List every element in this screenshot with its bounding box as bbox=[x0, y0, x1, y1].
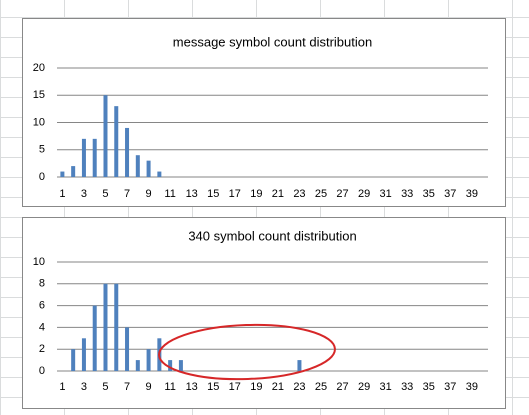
bar bbox=[297, 360, 302, 371]
y-tick-label: 0 bbox=[39, 365, 45, 377]
chart-frame bbox=[22, 18, 506, 207]
x-tick-label: 21 bbox=[272, 188, 284, 200]
x-tick-label: 33 bbox=[401, 381, 413, 393]
x-tick-label: 5 bbox=[102, 381, 108, 393]
chart-layer: message symbol count distribution0510152… bbox=[33, 34, 488, 393]
x-tick-label: 19 bbox=[250, 188, 262, 200]
x-tick-label: 1 bbox=[59, 188, 65, 200]
bar bbox=[71, 166, 76, 177]
x-tick-label: 17 bbox=[229, 381, 241, 393]
y-tick-label: 6 bbox=[39, 300, 45, 312]
chart-title: 340 symbol count distribution bbox=[188, 228, 356, 243]
bar bbox=[71, 349, 76, 371]
bar bbox=[60, 171, 65, 177]
bar bbox=[178, 360, 183, 371]
x-tick-label: 25 bbox=[315, 188, 327, 200]
bar bbox=[157, 171, 162, 177]
bar bbox=[92, 138, 97, 177]
x-tick-label: 29 bbox=[358, 188, 370, 200]
x-tick-label: 39 bbox=[466, 381, 478, 393]
bar bbox=[103, 95, 108, 177]
y-tick-label: 5 bbox=[39, 144, 45, 156]
y-tick-label: 15 bbox=[33, 89, 45, 101]
y-tick-label: 8 bbox=[39, 278, 45, 290]
x-tick-label: 23 bbox=[293, 381, 305, 393]
x-tick-label: 9 bbox=[146, 188, 152, 200]
x-tick-label: 13 bbox=[186, 188, 198, 200]
bar bbox=[92, 305, 97, 371]
x-tick-label: 9 bbox=[146, 381, 152, 393]
x-tick-label: 15 bbox=[207, 188, 219, 200]
bar bbox=[135, 155, 140, 177]
x-tick-label: 23 bbox=[293, 188, 305, 200]
bar bbox=[81, 338, 86, 371]
bar bbox=[114, 283, 119, 371]
chart-title: message symbol count distribution bbox=[173, 34, 372, 49]
x-tick-label: 5 bbox=[102, 188, 108, 200]
x-tick-label: 7 bbox=[124, 188, 130, 200]
x-tick-label: 37 bbox=[444, 381, 456, 393]
bar bbox=[114, 106, 119, 177]
x-tick-label: 27 bbox=[336, 188, 348, 200]
bar bbox=[135, 360, 140, 371]
x-tick-label: 3 bbox=[81, 381, 87, 393]
x-tick-label: 1 bbox=[59, 381, 65, 393]
x-tick-label: 11 bbox=[164, 381, 175, 393]
x-tick-label: 13 bbox=[186, 381, 198, 393]
y-tick-label: 2 bbox=[39, 343, 45, 355]
highlight-ellipse bbox=[158, 323, 336, 381]
x-tick-label: 21 bbox=[272, 381, 284, 393]
x-tick-label: 29 bbox=[358, 381, 370, 393]
y-tick-label: 4 bbox=[39, 321, 45, 333]
x-tick-label: 37 bbox=[444, 188, 456, 200]
y-tick-label: 10 bbox=[33, 116, 45, 128]
bar bbox=[125, 327, 130, 371]
bar bbox=[146, 160, 151, 177]
x-tick-label: 15 bbox=[207, 381, 219, 393]
y-tick-label: 10 bbox=[33, 256, 45, 268]
x-tick-label: 35 bbox=[423, 188, 435, 200]
bar bbox=[125, 127, 130, 177]
x-tick-label: 7 bbox=[124, 381, 130, 393]
bar bbox=[168, 360, 173, 371]
x-tick-label: 17 bbox=[229, 188, 241, 200]
bar bbox=[103, 283, 108, 371]
x-tick-label: 11 bbox=[164, 188, 175, 200]
y-tick-label: 0 bbox=[39, 171, 45, 183]
x-tick-label: 27 bbox=[336, 381, 348, 393]
y-tick-label: 20 bbox=[33, 62, 45, 74]
x-tick-label: 33 bbox=[401, 188, 413, 200]
bar bbox=[146, 349, 151, 371]
x-tick-label: 35 bbox=[423, 381, 435, 393]
bar bbox=[81, 138, 86, 177]
x-tick-label: 31 bbox=[380, 381, 392, 393]
x-tick-label: 3 bbox=[81, 188, 87, 200]
x-tick-label: 31 bbox=[380, 188, 392, 200]
x-tick-label: 25 bbox=[315, 381, 327, 393]
x-tick-label: 39 bbox=[466, 188, 478, 200]
x-tick-label: 19 bbox=[250, 381, 262, 393]
chart-frame bbox=[22, 217, 506, 409]
